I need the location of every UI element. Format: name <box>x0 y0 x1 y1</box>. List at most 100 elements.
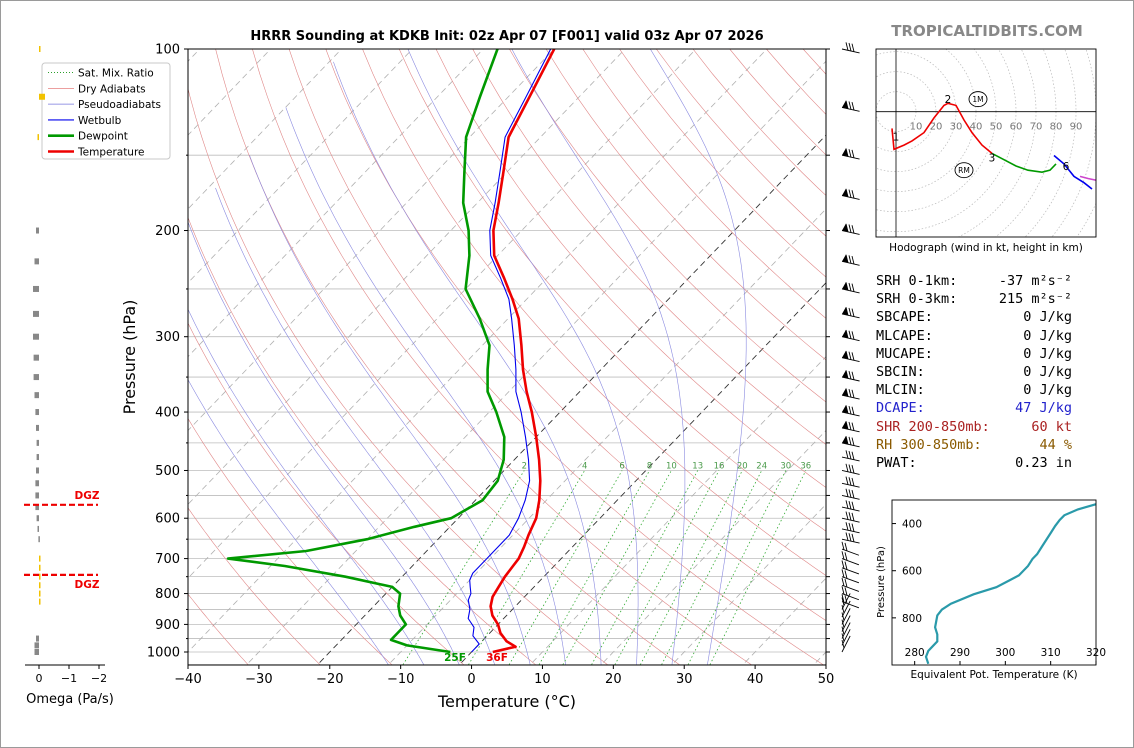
isotherm-line <box>188 49 555 432</box>
stat-value: 0.23 in <box>1015 454 1072 471</box>
omega-bar <box>36 227 39 234</box>
stat-row: SRH 0-1km: -37 m²s⁻² <box>876 272 1096 290</box>
legend-label: Dewpoint <box>78 131 128 143</box>
barb-feather <box>841 633 845 642</box>
barb-feather <box>851 149 855 158</box>
wind-barb <box>841 594 860 609</box>
hodograph-frame <box>875 48 1097 238</box>
isotherm-line <box>671 503 826 665</box>
barb-feather <box>844 595 848 604</box>
mixing-ratio-line <box>661 470 763 665</box>
barb-feather <box>845 370 849 379</box>
x-tick-label: 30 <box>676 672 693 687</box>
barb-feather <box>845 100 849 109</box>
stat-label: MLCAPE: <box>876 327 933 344</box>
mixing-ratio-label: 6 <box>619 461 624 471</box>
mixing-ratio-line <box>468 470 586 665</box>
dry-adiabat-line <box>188 216 537 665</box>
stat-row: SHR 200-850mb: 60 kt <box>876 418 1096 436</box>
barb-feather <box>851 465 855 474</box>
theta-e-y-tick-label: 600 <box>902 566 922 578</box>
barb-feather <box>848 255 852 264</box>
barb-staff <box>841 584 860 592</box>
barb-feather <box>841 577 845 587</box>
wind-barb <box>841 100 860 112</box>
dry-adiabat-line <box>435 49 826 488</box>
hodograph-trace <box>891 102 993 155</box>
stat-value: 215 m²s⁻² <box>998 291 1072 308</box>
hodograph-height-label: 1 <box>893 132 900 144</box>
omega-bar <box>35 492 39 499</box>
isotherm-line <box>529 356 826 665</box>
hodograph-ring-label: 40 <box>970 122 983 133</box>
theta-e-x-tick-label: 310 <box>1041 647 1061 659</box>
wind-barb <box>841 388 860 400</box>
barb-staff <box>841 635 851 653</box>
omega-bar <box>39 590 41 597</box>
legend-label: Wetbulb <box>78 115 122 127</box>
barb-feather <box>848 421 852 431</box>
hodograph-panel: 10 20 30 40 50 60 70 80 90 1 2 3 6 9 1M RM <box>875 48 1097 238</box>
theta-e-panel: 280 290 300 310 320 400 600 800 <box>891 499 1106 666</box>
pseudoadiabat-line <box>511 49 686 665</box>
y-tick-label: 1000 <box>147 646 180 661</box>
legend-items: Sat. Mix. Ratio Dry Adiabats Pseudoadiabat… <box>48 68 161 159</box>
skewt-profile-traces <box>226 49 556 654</box>
omega-bar <box>33 374 39 381</box>
mixing-ratio-line <box>639 470 743 665</box>
barb-feather <box>845 450 849 459</box>
wind-barb <box>841 223 860 235</box>
theta-e-y-tick-label: 800 <box>902 613 922 625</box>
x-tick-label: 40 <box>747 672 764 687</box>
mixing-ratio-label: 13 <box>692 461 703 471</box>
isotherm-line <box>245 60 826 665</box>
surface-temperature-label: 36F <box>486 652 508 664</box>
wind-barb <box>841 622 851 639</box>
stat-value: 0 J/kg <box>1023 363 1072 380</box>
mixing-ratio-label: 24 <box>756 461 767 471</box>
barb-feather <box>841 639 845 649</box>
barb-feather <box>848 307 852 317</box>
wind-barb <box>841 586 860 601</box>
storm-motion-label: 1M <box>972 95 983 104</box>
mixing-ratio-line <box>402 470 525 665</box>
x-tick-label: 20 <box>605 672 622 687</box>
mixing-ratio-line <box>687 470 787 665</box>
legend-label: Sat. Mix. Ratio <box>78 68 154 80</box>
theta-e-x-tick-label: 320 <box>1086 647 1106 659</box>
barb-feather <box>851 501 855 510</box>
barb-feather <box>841 541 845 550</box>
wind-barb <box>841 463 860 475</box>
dry-adiabat-line <box>188 507 321 665</box>
barb-feather <box>848 224 852 233</box>
legend-label: Temperature <box>77 147 145 159</box>
legend-label: Dry Adiabats <box>78 83 146 95</box>
dry-adiabat-line <box>582 49 826 319</box>
hodograph-ring-label: 90 <box>1070 122 1083 133</box>
barb-feather <box>848 149 852 158</box>
hodograph-trace <box>991 152 1057 174</box>
theta-e-ylabel: Pressure (hPa) <box>876 546 887 618</box>
barb-feather <box>841 604 845 614</box>
mixing-ratio-label: 16 <box>714 461 725 471</box>
barb-feather <box>848 522 852 532</box>
barb-staff <box>841 600 851 618</box>
barb-feather <box>848 330 852 339</box>
storm-motion-marker <box>954 162 974 179</box>
x-tick-label: −20 <box>316 672 343 687</box>
barb-staff <box>841 593 860 601</box>
x-tick-label: −40 <box>174 672 201 687</box>
mixing-ratio-line <box>709 470 807 665</box>
barb-feather <box>848 512 852 521</box>
omega-x-tick-label: 0 <box>36 672 43 685</box>
wind-barb-column <box>841 42 860 653</box>
skewt-legend: Sat. Mix. Ratio Dry Adiabats Pseudoadiabat… <box>41 62 171 160</box>
omega-x-tick-label: −2 <box>91 672 107 685</box>
stat-label: SBCIN: <box>876 363 925 380</box>
theta-e-y-tick-label: 400 <box>902 519 922 531</box>
dgz-label: DGZ <box>75 490 100 502</box>
stat-row: SRH 0-3km: 215 m²s⁻² <box>876 290 1096 308</box>
stat-label: MUCAPE: <box>876 345 933 362</box>
omega-bar <box>36 439 39 446</box>
barb-feather <box>841 569 845 578</box>
